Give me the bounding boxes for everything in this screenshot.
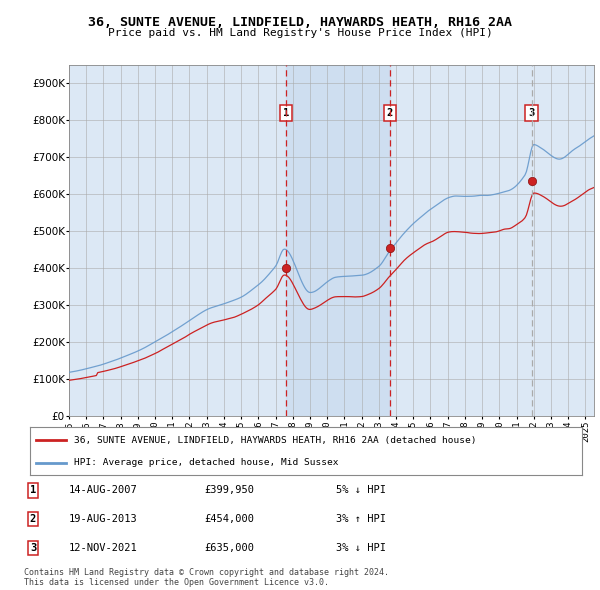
Text: 5% ↓ HPI: 5% ↓ HPI [336,486,386,495]
Text: Price paid vs. HM Land Registry's House Price Index (HPI): Price paid vs. HM Land Registry's House … [107,28,493,38]
Text: 3: 3 [30,543,36,553]
Text: 36, SUNTE AVENUE, LINDFIELD, HAYWARDS HEATH, RH16 2AA: 36, SUNTE AVENUE, LINDFIELD, HAYWARDS HE… [88,16,512,29]
Text: 12-NOV-2021: 12-NOV-2021 [69,543,138,553]
Text: 36, SUNTE AVENUE, LINDFIELD, HAYWARDS HEATH, RH16 2AA (detached house): 36, SUNTE AVENUE, LINDFIELD, HAYWARDS HE… [74,435,476,445]
Text: £454,000: £454,000 [204,514,254,524]
Text: 1: 1 [283,108,289,118]
Text: 14-AUG-2007: 14-AUG-2007 [69,486,138,495]
Text: 2: 2 [386,108,393,118]
Text: £399,950: £399,950 [204,486,254,495]
Text: 1: 1 [30,486,36,495]
Text: 2: 2 [30,514,36,524]
Text: 3% ↑ HPI: 3% ↑ HPI [336,514,386,524]
Bar [286,65,389,416]
Text: 3: 3 [529,108,535,118]
Text: £635,000: £635,000 [204,543,254,553]
Text: 3% ↓ HPI: 3% ↓ HPI [336,543,386,553]
Text: 19-AUG-2013: 19-AUG-2013 [69,514,138,524]
Text: HPI: Average price, detached house, Mid Sussex: HPI: Average price, detached house, Mid … [74,458,338,467]
Text: Contains HM Land Registry data © Crown copyright and database right 2024.
This d: Contains HM Land Registry data © Crown c… [24,568,389,587]
